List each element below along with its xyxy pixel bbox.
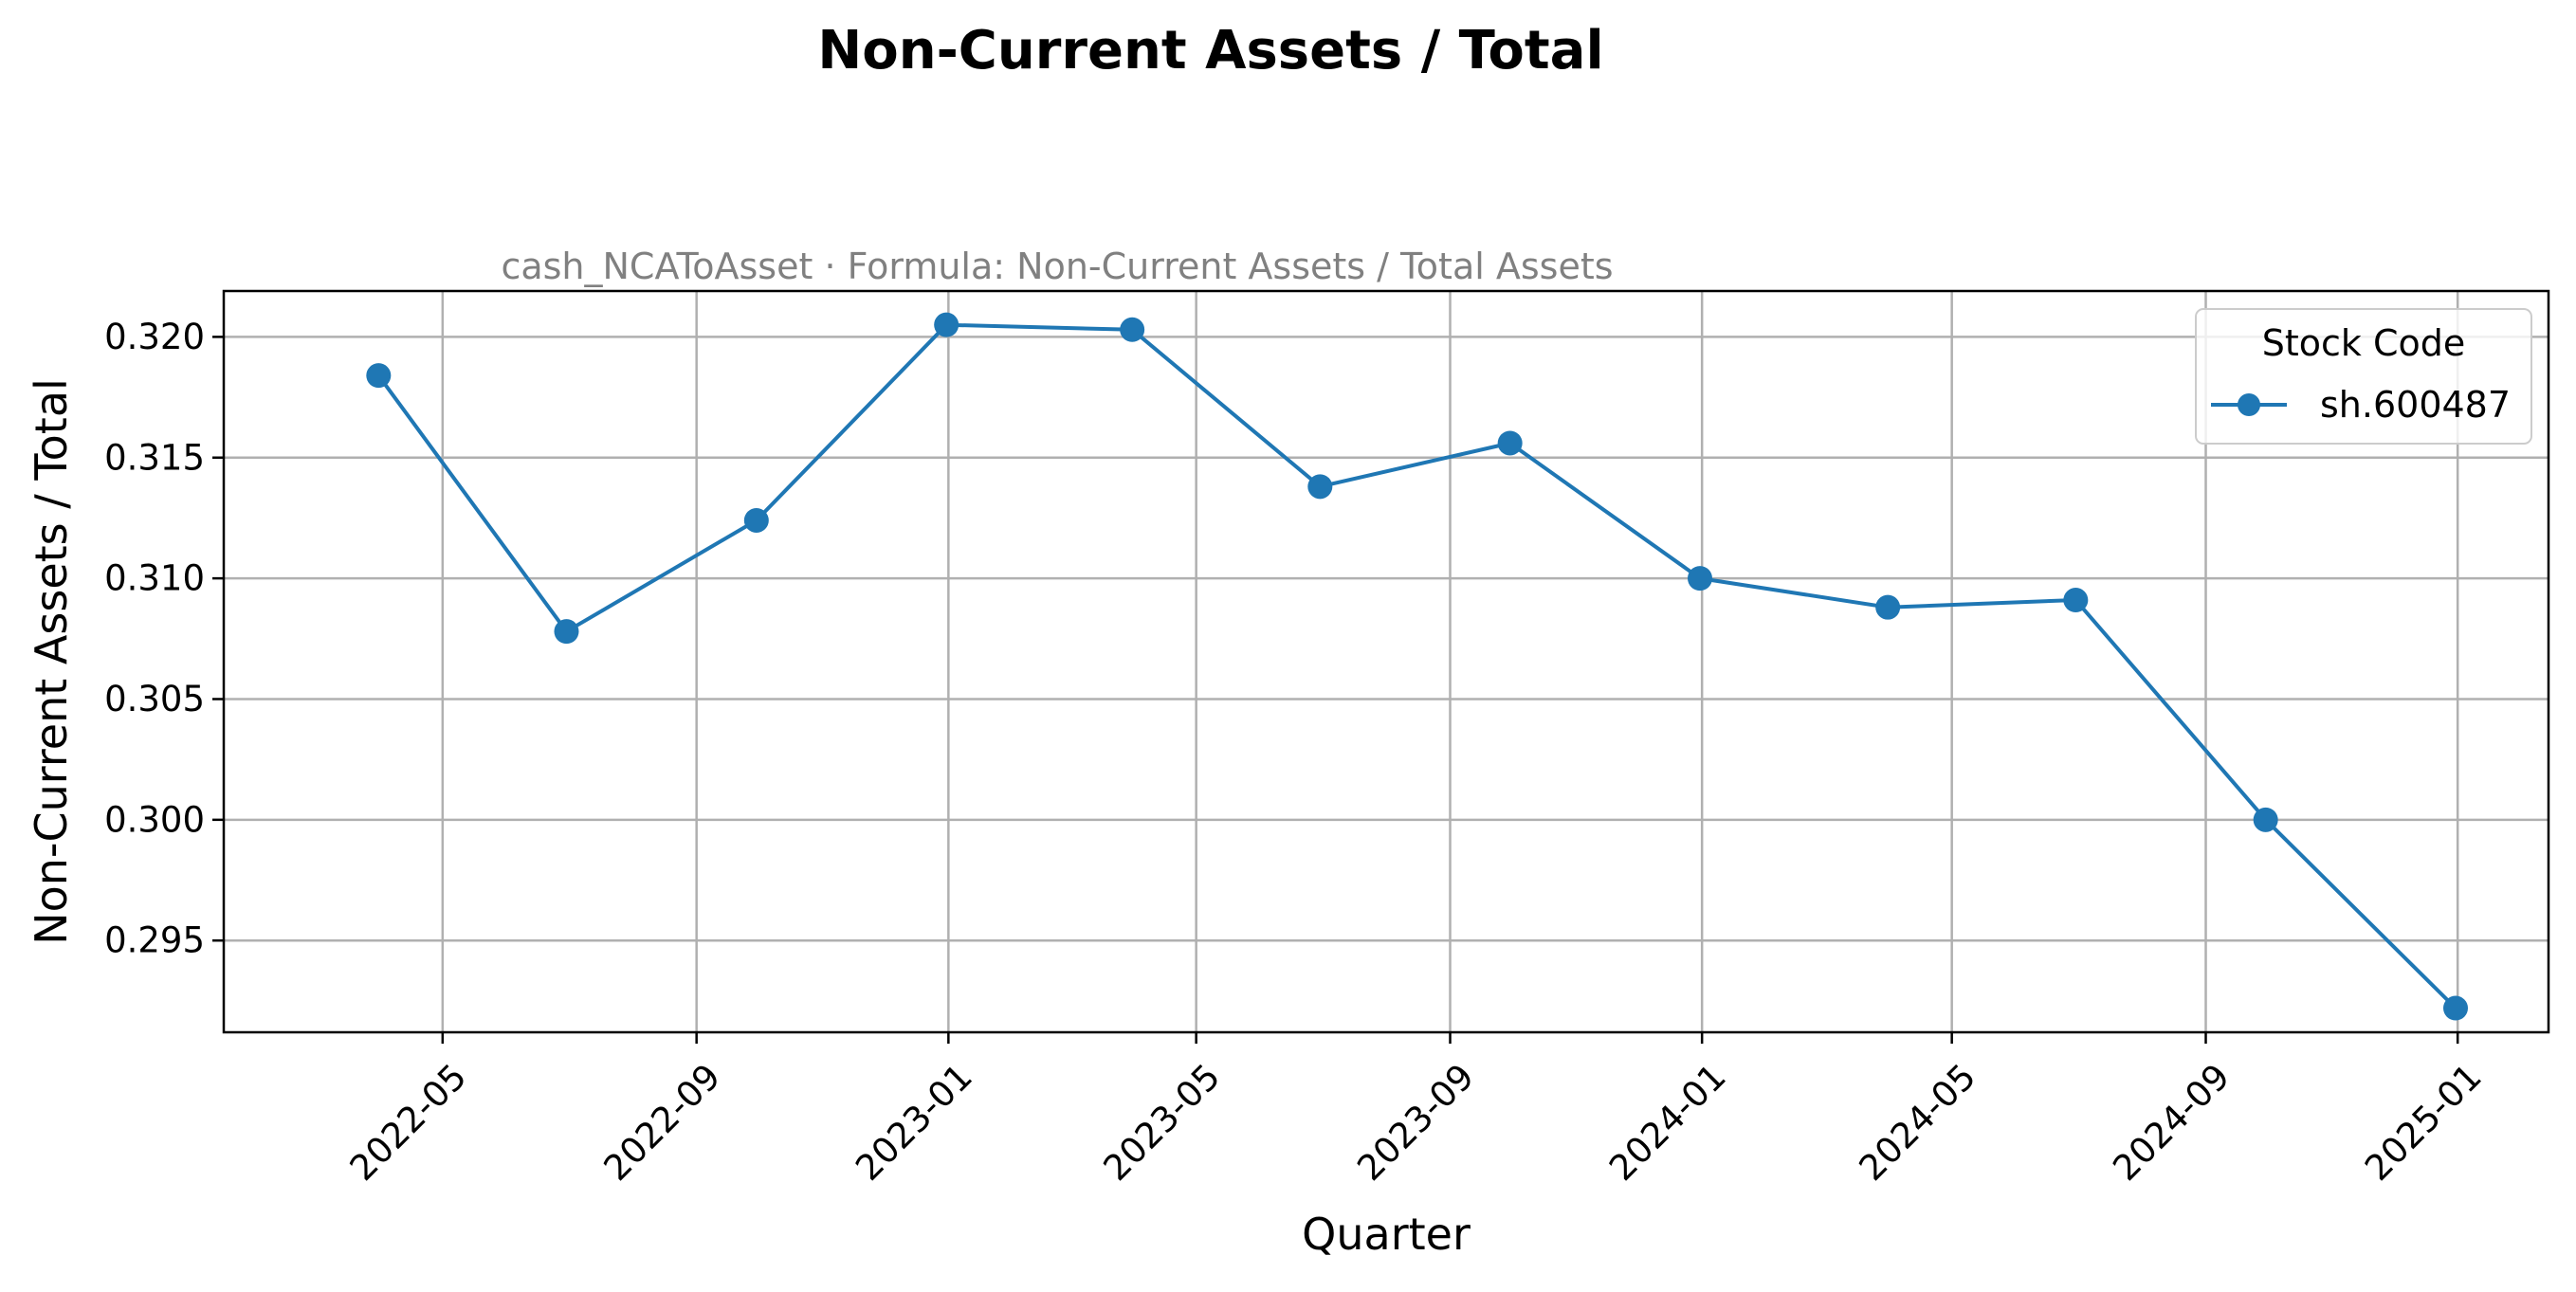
series-line <box>376 322 2457 1010</box>
plot-frame <box>222 289 2550 1034</box>
y-axis: 0.295 0.300 0.305 0.310 0.315 0.320 <box>104 317 224 961</box>
y-tick-label: 0.310 <box>104 558 205 599</box>
data-point <box>2443 995 2469 1021</box>
chart-title: Non-Current Assets / Total <box>817 20 1603 82</box>
data-point <box>743 507 769 533</box>
y-tick-label: 0.305 <box>104 679 205 719</box>
legend-entry-label: sh.600487 <box>2320 384 2511 426</box>
y-axis-label: Non-Current Assets / Total <box>26 378 77 945</box>
series-layer <box>366 312 2469 1021</box>
data-point <box>1307 474 1333 500</box>
data-point <box>2063 588 2089 613</box>
data-point <box>2253 807 2278 832</box>
data-point <box>554 619 579 645</box>
legend-box <box>2195 308 2532 445</box>
y-tick-label: 0.315 <box>104 437 205 478</box>
data-point <box>1120 317 1145 342</box>
data-point <box>366 363 392 389</box>
data-point <box>1875 594 1901 620</box>
data-point <box>1687 566 1712 591</box>
x-axis-label: Quarter <box>1302 1209 1471 1260</box>
legend-title: Stock Code <box>2262 322 2466 364</box>
data-point <box>934 312 959 337</box>
y-tick-label: 0.295 <box>104 920 205 961</box>
legend-marker-swatch <box>2238 393 2260 416</box>
chart-subtitle: cash_NCAToAsset · Formula: Non-Current A… <box>501 246 1613 287</box>
data-point <box>1497 430 1523 456</box>
y-tick-label: 0.300 <box>104 799 205 840</box>
legend: Stock Code sh.600487 <box>2195 308 2532 445</box>
y-tick-label: 0.320 <box>104 317 205 357</box>
